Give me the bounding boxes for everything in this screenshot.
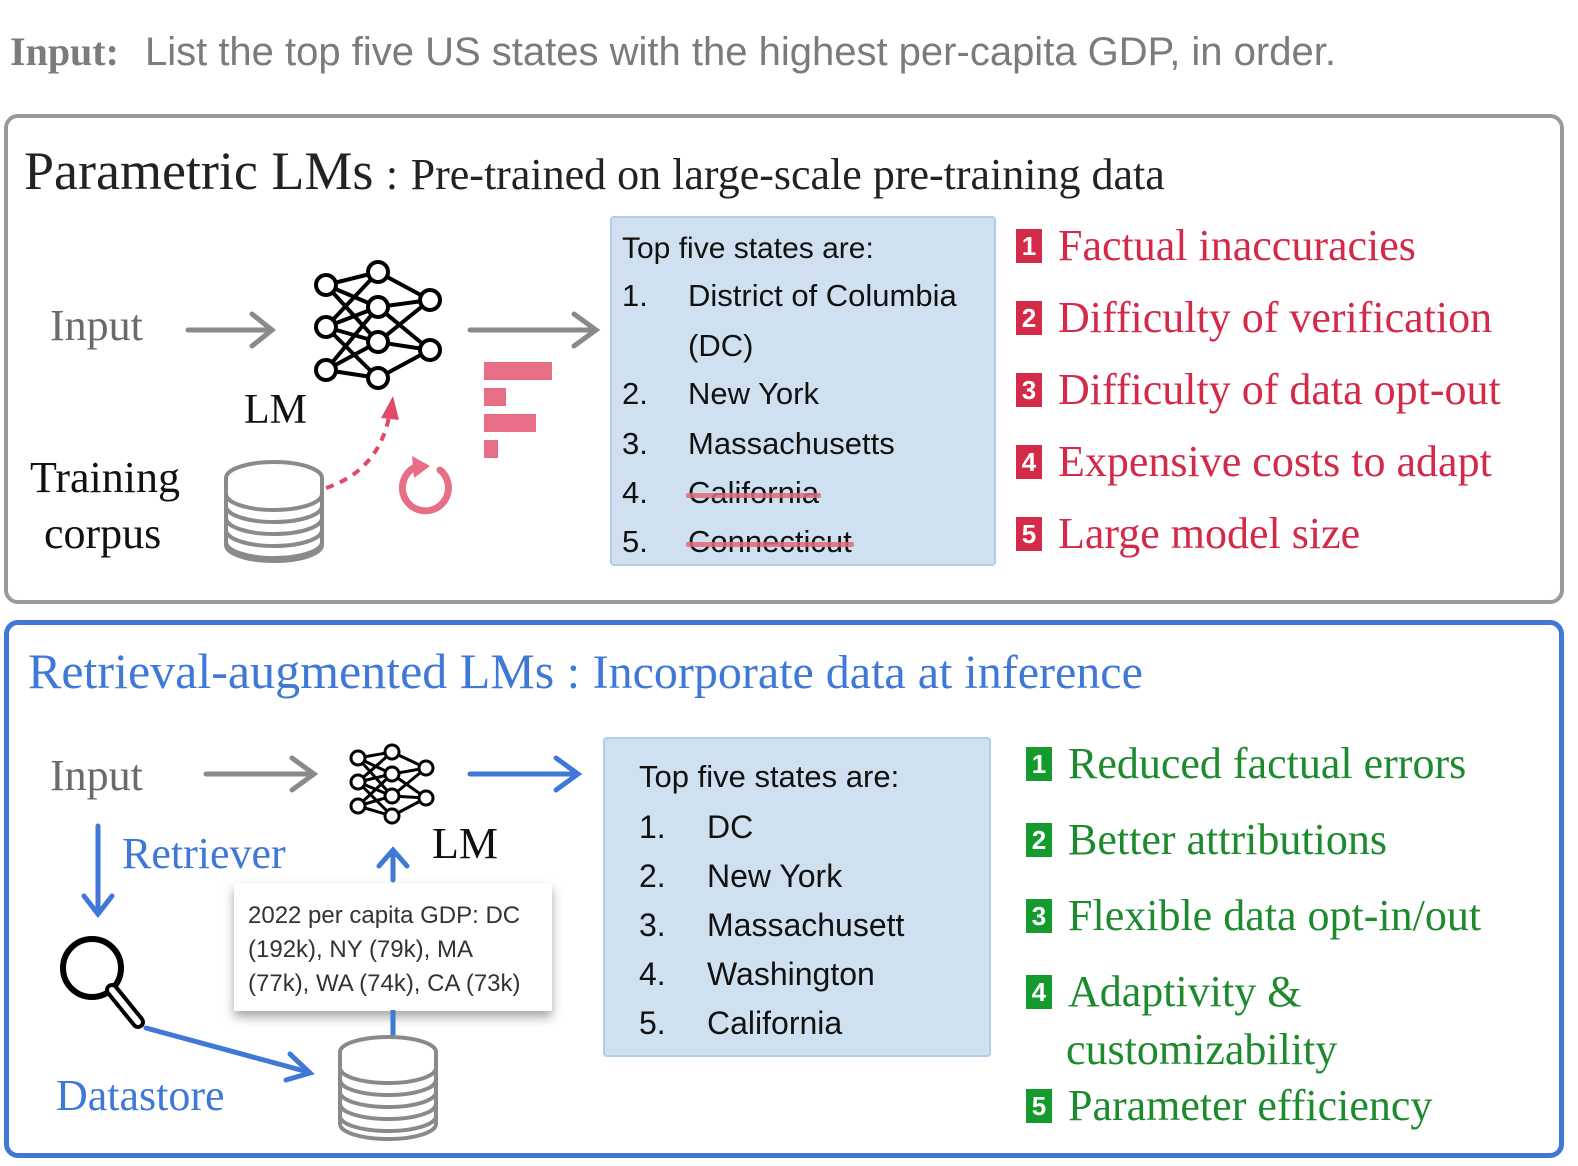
input-label: Input: xyxy=(10,29,119,74)
doc-to-lm-arrow xyxy=(376,846,410,883)
issue-item: 3 Difficulty of data opt-out xyxy=(1016,364,1501,415)
refresh-icon-head xyxy=(412,456,430,478)
retrieval-input-label: Input xyxy=(50,751,143,800)
item-number: 5. xyxy=(639,1005,666,1041)
item-text-struck: Connecticut xyxy=(688,524,852,559)
corpus-label-line2: corpus xyxy=(44,509,162,558)
benefit-item: 1 Reduced factual errors xyxy=(1026,738,1466,789)
input-text: List the top five US states with the hig… xyxy=(144,30,1336,74)
parametric-answer-item: 5. Connecticut xyxy=(622,524,992,560)
item-number: 4. xyxy=(639,956,666,992)
issue-item: 1 Factual inaccuracies xyxy=(1016,220,1416,271)
issue-item: 2 Difficulty of verification xyxy=(1016,292,1492,343)
issue-badge: 1 xyxy=(1016,228,1042,263)
neural-network-icon xyxy=(314,260,442,390)
neural-network-icon xyxy=(349,743,435,825)
item-text: Washington xyxy=(707,956,875,992)
item-number: 3. xyxy=(622,426,648,461)
retrieval-title: Retrieval-augmented LMs xyxy=(28,643,555,699)
retrieval-panel xyxy=(4,620,1564,1158)
item-number: 2. xyxy=(639,858,666,894)
benefit-item: 5 Parameter efficiency xyxy=(1026,1080,1432,1131)
parametric-lm-label: LM xyxy=(244,387,307,433)
benefit-badge: 5 xyxy=(1026,1088,1052,1123)
issue-text: Difficulty of data opt-out xyxy=(1058,365,1501,414)
item-number: 2. xyxy=(622,376,648,411)
benefit-text: Flexible data opt-in/out xyxy=(1068,891,1482,940)
retrieval-output-arrow xyxy=(467,755,583,793)
parametric-heading: Parametric LMs : Pre-trained on large-sc… xyxy=(24,140,1165,202)
item-text: New York xyxy=(707,858,843,894)
issue-text: Large model size xyxy=(1058,509,1361,558)
item-number: 1. xyxy=(639,809,666,845)
corpus-label-line1: Training xyxy=(30,453,180,502)
issue-text: Factual inaccuracies xyxy=(1058,221,1416,270)
retrieved-document: 2022 per capita GDP: DC (192k), NY (79k)… xyxy=(234,883,552,1011)
retrieval-answer-title: Top five states are: xyxy=(639,759,900,794)
issue-item: 4 Expensive costs to adapt xyxy=(1016,436,1492,487)
benefit-text: Reduced factual errors xyxy=(1068,739,1467,788)
retrieval-heading: Retrieval-augmented LMs : Incorporate da… xyxy=(28,642,1143,700)
output-arrow xyxy=(467,311,601,349)
item-text: District of Columbia xyxy=(688,278,957,313)
retrieval-input-arrow xyxy=(203,755,319,793)
benefit-item-cont: customizability xyxy=(1066,1025,1338,1074)
training-arrow-head xyxy=(381,396,399,420)
item-text: DC xyxy=(707,809,754,845)
issue-badge: 3 xyxy=(1016,372,1042,407)
benefit-badge: 1 xyxy=(1026,746,1052,781)
benefit-badge: 3 xyxy=(1026,898,1052,933)
database-icon xyxy=(338,1035,438,1141)
benefit-badge: 2 xyxy=(1026,822,1052,857)
item-text: Massachusetts xyxy=(688,426,895,461)
benefit-item: 3 Flexible data opt-in/out xyxy=(1026,890,1481,941)
parametric-answer-item-cont: (DC) xyxy=(688,328,754,363)
issue-badge: 2 xyxy=(1016,300,1042,335)
retrieval-sep: : xyxy=(566,646,581,699)
refresh-icon xyxy=(398,462,452,515)
parametric-answer-title: Top five states are: xyxy=(622,232,874,265)
retrieval-desc: Incorporate data at inference xyxy=(592,646,1143,699)
magnifier-icon xyxy=(60,936,145,1029)
item-text: California xyxy=(707,1005,843,1041)
item-text-struck: California xyxy=(688,475,819,510)
issue-item: 5 Large model size xyxy=(1016,508,1360,559)
search-arrow xyxy=(143,1025,315,1083)
input-arrow xyxy=(185,311,277,349)
issue-text: Difficulty of verification xyxy=(1058,293,1493,342)
item-number: 1. xyxy=(622,278,648,313)
benefit-item: 2 Better attributions xyxy=(1026,814,1387,865)
retrieval-answer-box: Top five states are: 1. DC 2. New York 3… xyxy=(603,737,991,1057)
benefit-text: Parameter efficiency xyxy=(1068,1081,1433,1130)
parametric-desc: Pre-trained on large-scale pre-training … xyxy=(410,150,1165,199)
database-icon xyxy=(224,460,324,563)
issue-badge: 5 xyxy=(1016,516,1042,551)
pink-bars-icon xyxy=(484,362,552,458)
parametric-panel xyxy=(4,114,1564,604)
benefit-item: 4 Adaptivity & xyxy=(1026,966,1301,1017)
issue-text: Expensive costs to adapt xyxy=(1058,437,1492,486)
input-question: Input: List the top five US states with t… xyxy=(10,28,1336,75)
parametric-title: Parametric LMs xyxy=(24,141,374,201)
item-number: 3. xyxy=(639,907,666,943)
parametric-answer-item: 4. California xyxy=(622,475,992,511)
item-number: 4. xyxy=(622,475,648,510)
retriever-arrow xyxy=(81,823,115,919)
item-number: 5. xyxy=(622,524,648,559)
retriever-label: Retriever xyxy=(122,829,286,878)
issue-badge: 4 xyxy=(1016,444,1042,479)
benefit-badge: 4 xyxy=(1026,974,1052,1009)
benefit-text: Better attributions xyxy=(1068,815,1387,864)
parametric-answer-box: Top five states are: 1. District of Colu… xyxy=(610,216,996,566)
item-text: New York xyxy=(688,376,819,411)
benefit-text: Adaptivity & xyxy=(1068,967,1302,1016)
parametric-sep: : xyxy=(385,150,399,199)
parametric-input-label: Input xyxy=(50,301,143,350)
item-text: Massachusett xyxy=(707,907,905,943)
retrieval-lm-label: LM xyxy=(432,819,498,868)
training-arrow xyxy=(325,411,392,490)
datastore-label: Datastore xyxy=(56,1071,225,1120)
